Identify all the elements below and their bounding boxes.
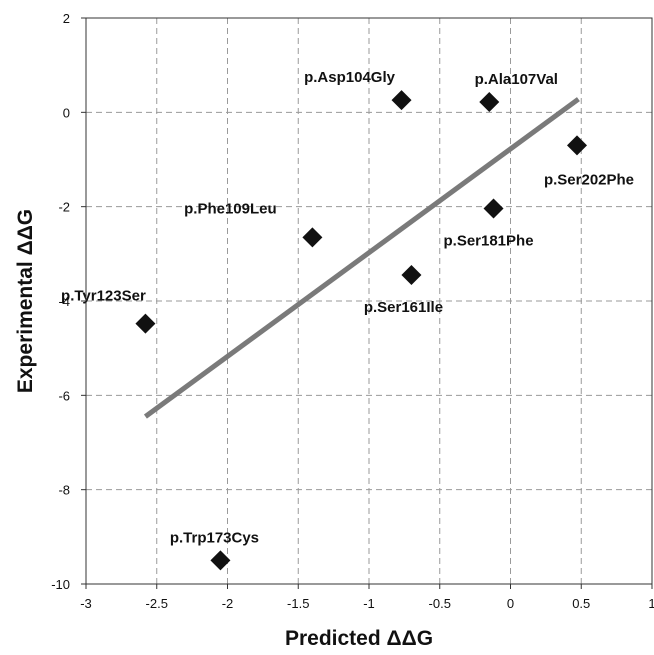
data-point-label: p.Trp173Cys	[170, 529, 259, 546]
data-point-marker	[391, 90, 412, 111]
data-point-label: p.Ser202Phe	[544, 171, 634, 188]
x-tick-label: -0.5	[429, 596, 451, 611]
x-tick-label: -2	[222, 596, 234, 611]
y-tick-label: -8	[58, 483, 70, 498]
trendline-group	[143, 97, 580, 419]
y-tick-label: 0	[63, 105, 70, 120]
data-point-marker	[135, 313, 156, 334]
grid-lines	[86, 18, 652, 584]
x-tick-label: -1.5	[287, 596, 309, 611]
data-point-label: p.Ser161Ile	[364, 299, 443, 316]
data-point-label: p.Ser181Phe	[443, 233, 533, 250]
plot-area-frame	[85, 17, 653, 585]
data-point-label: p.Phe109Leu	[184, 200, 277, 217]
x-tick-label: 1	[648, 596, 654, 611]
data-point-marker	[210, 550, 231, 571]
data-point-marker	[401, 265, 422, 286]
y-tick-label: -6	[58, 388, 70, 403]
y-axis-title: Experimental ΔΔG	[14, 209, 37, 393]
x-tick-label: -1	[363, 596, 375, 611]
x-tick-label: -3	[80, 596, 92, 611]
data-point-marker	[483, 198, 504, 219]
data-point-label: p.Ala107Val	[475, 71, 558, 88]
x-tick-label: 0.5	[572, 596, 590, 611]
tick-labels: -3 -2.5 -2 -1.5 -1 -0.5 0 0.5 1 -10 -8 -6 -4 -2 0 2	[51, 11, 654, 611]
y-tick-label: -10	[51, 577, 70, 592]
data-point-marker	[567, 135, 588, 156]
y-tick-label: 2	[63, 11, 70, 26]
y-tick-label: -4	[58, 294, 70, 309]
point-labels: p.Asp104Gly p.Ala107Val p.Ser202Phe p.Phe10…	[61, 69, 634, 546]
data-point-marker	[302, 227, 323, 248]
data-point-label: p.Tyr123Ser	[61, 288, 146, 305]
trendline	[143, 97, 580, 419]
x-axis-title: Predicted ΔΔG	[285, 627, 433, 650]
data-points	[135, 90, 588, 571]
y-tick-label: -2	[58, 200, 70, 215]
x-tick-label: -2.5	[146, 596, 168, 611]
x-tick-label: 0	[507, 596, 514, 611]
data-point-label: p.Asp104Gly	[304, 69, 396, 86]
data-point-marker	[479, 91, 500, 112]
